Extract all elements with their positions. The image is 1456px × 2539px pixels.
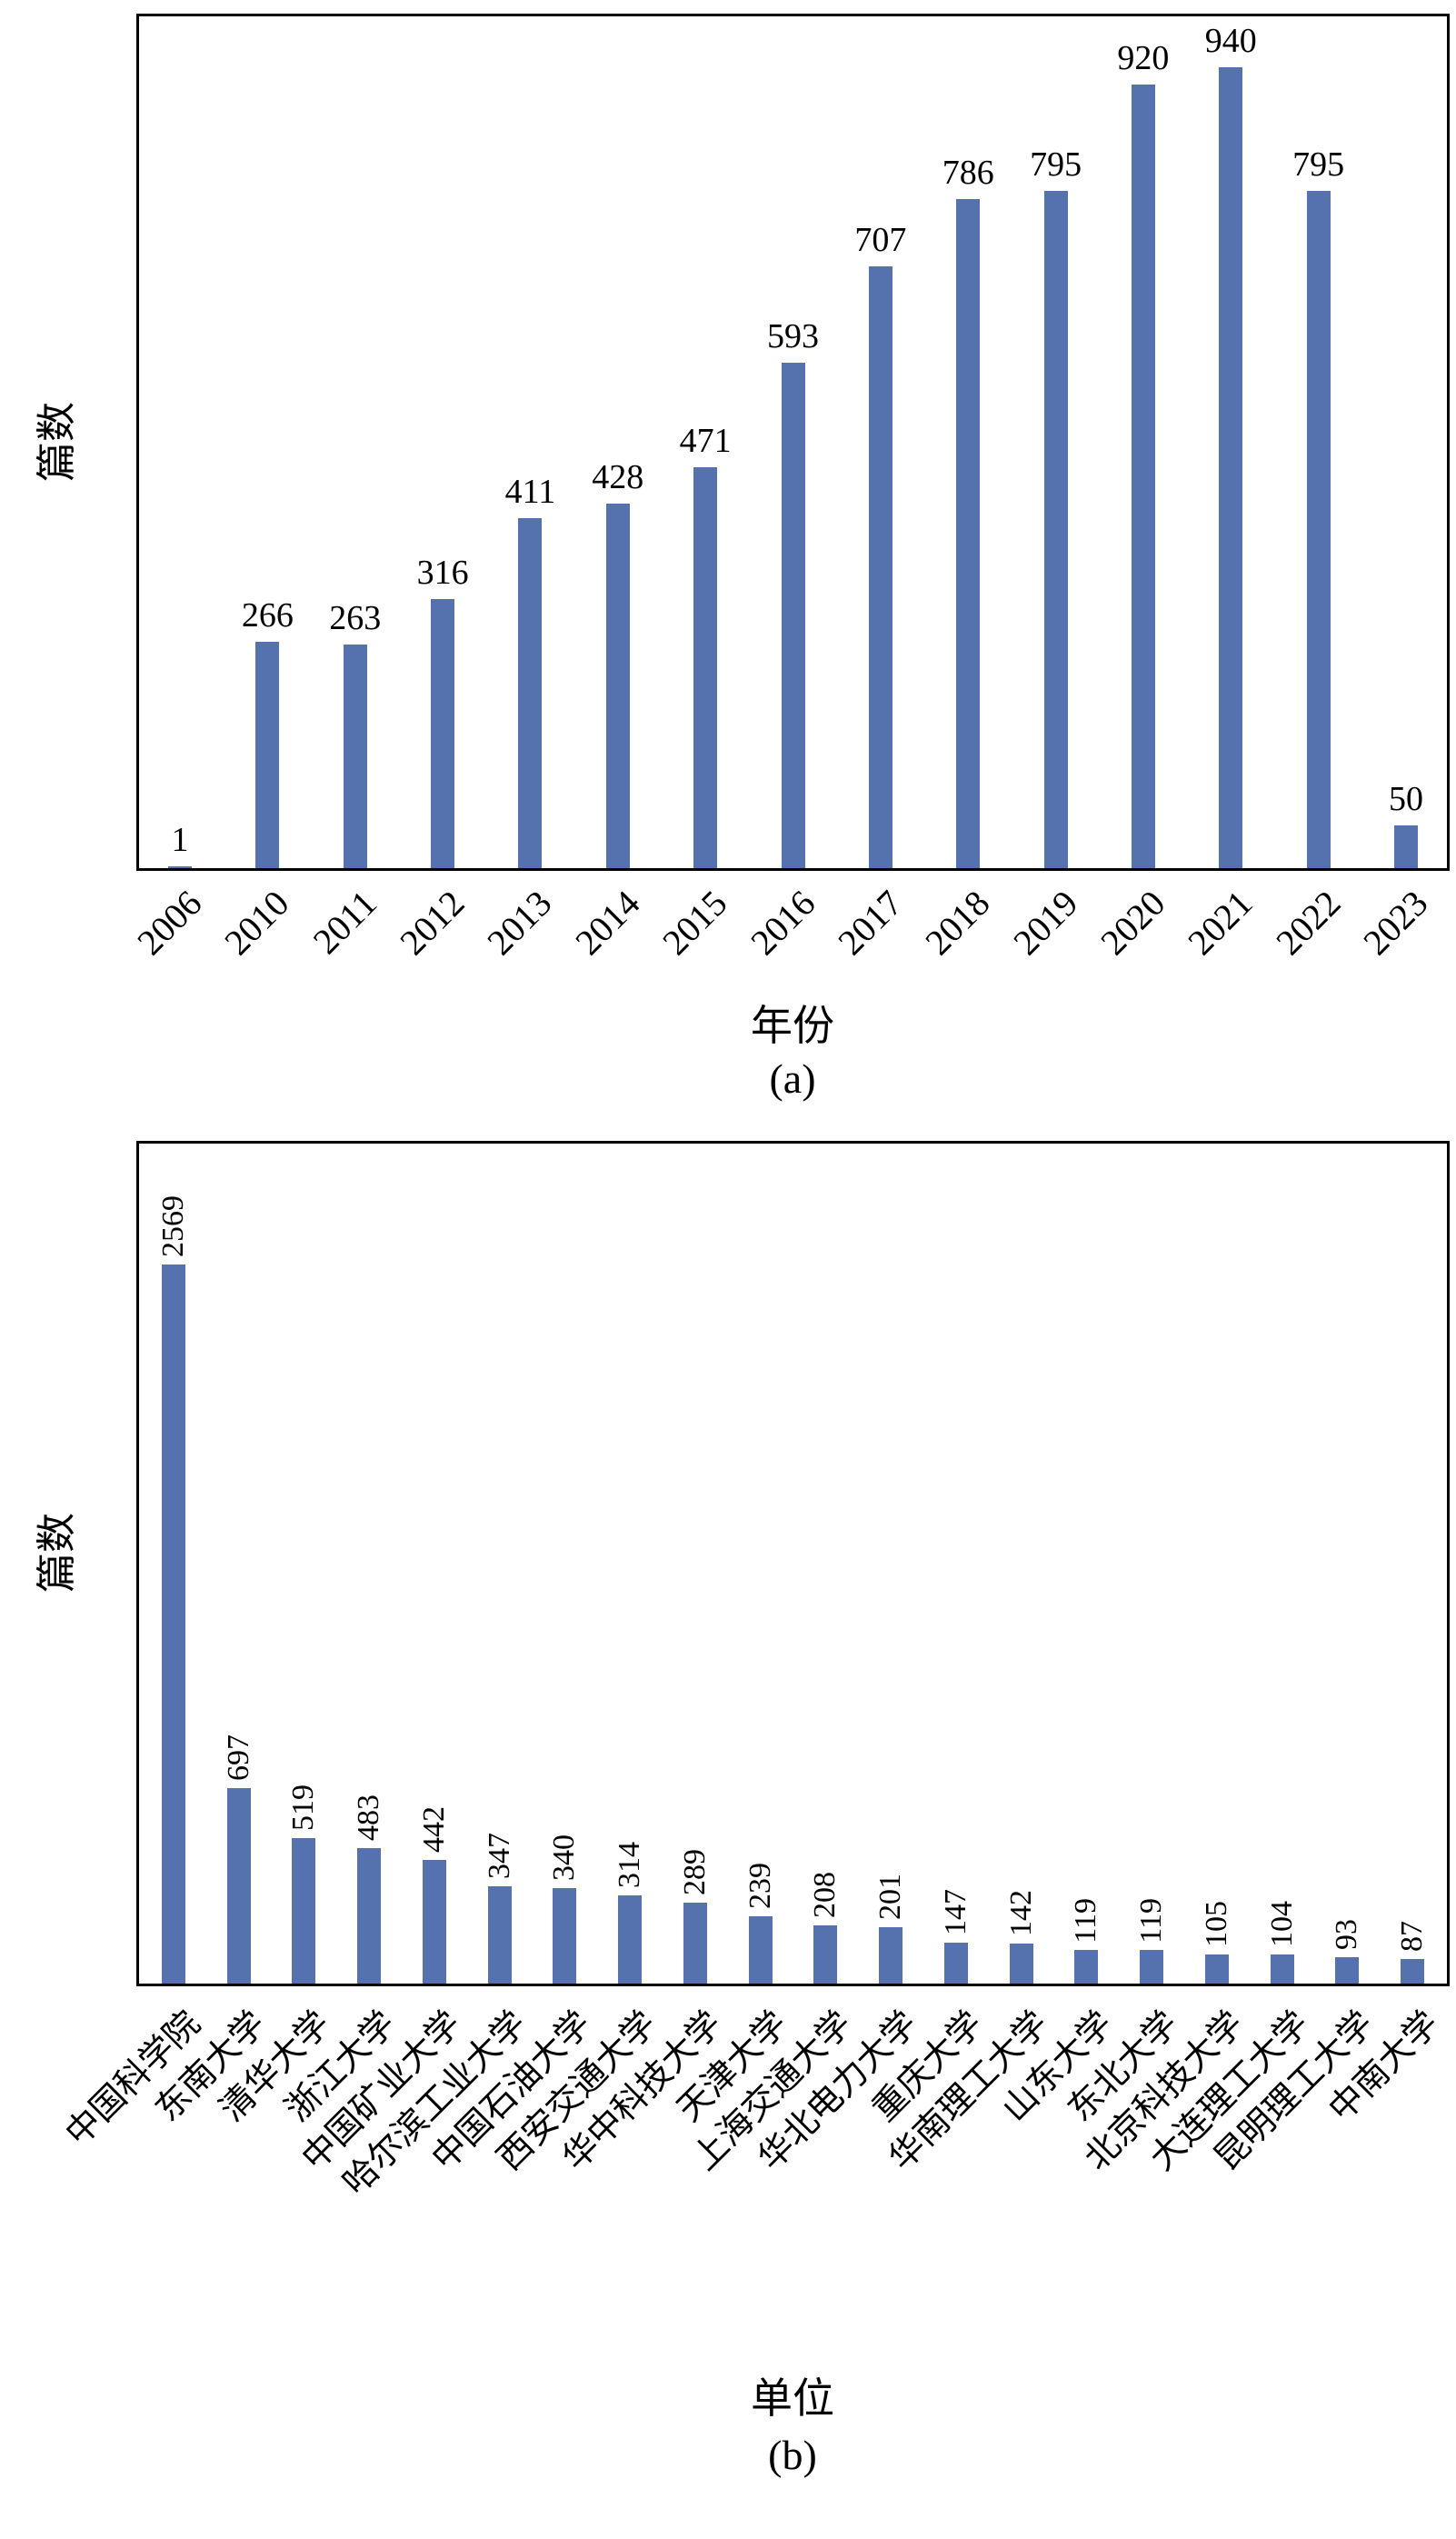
bar-value-label: 93	[1330, 1919, 1364, 1951]
bar-value-label: 593	[767, 317, 819, 356]
bar-value-label: 239	[743, 1863, 777, 1910]
bar	[292, 1838, 316, 1984]
bar-value-label: 2569	[156, 1195, 191, 1257]
bar-value-label: 314	[613, 1842, 647, 1889]
plot-area: 1 266 263 316 411 428 471 593 707 786 795 920 940 795…	[136, 14, 1450, 871]
bar-value-label: 50	[1389, 780, 1423, 819]
bar-value-label: 442	[417, 1805, 452, 1853]
bar	[1009, 1944, 1033, 1984]
bar-value-label: 208	[808, 1871, 843, 1918]
bar-value-label: 104	[1264, 1900, 1299, 1947]
x-tick-label: 2010	[216, 882, 297, 964]
bar	[781, 363, 805, 868]
bar	[956, 198, 981, 868]
bar	[693, 466, 718, 868]
bar-value-label: 428	[592, 458, 644, 497]
bar-value-label: 697	[221, 1734, 255, 1782]
bar	[1131, 84, 1155, 868]
bar-value-label: 119	[1134, 1897, 1169, 1944]
bar	[618, 1895, 643, 1984]
bar	[1204, 1954, 1229, 1984]
bar-value-label: 266	[241, 595, 294, 635]
bar	[431, 598, 455, 868]
bar	[605, 503, 630, 868]
y-axis-title: 篇数	[35, 1513, 79, 1593]
bar-value-label: 201	[873, 1874, 908, 1921]
bar	[1270, 1954, 1294, 1984]
bar-value-label: 87	[1395, 1921, 1430, 1953]
bar	[1043, 191, 1068, 868]
bar	[1335, 1957, 1360, 1984]
bar	[343, 644, 367, 868]
bar-value-label: 920	[1117, 39, 1170, 78]
bar-value-label: 340	[547, 1834, 582, 1882]
x-tick-label: 2020	[1092, 882, 1173, 964]
bar	[1394, 825, 1418, 868]
bar	[553, 1888, 577, 1984]
bar-value-label: 786	[942, 153, 994, 192]
bar	[168, 866, 192, 868]
bar	[422, 1859, 446, 1984]
bar	[518, 517, 543, 868]
subfigure-label-a: (a)	[769, 1055, 816, 1102]
bar-value-label: 147	[938, 1888, 972, 1935]
bar	[1074, 1950, 1099, 1984]
x-tick-label: 2021	[1180, 882, 1261, 964]
x-tick-label: 2022	[1267, 882, 1349, 964]
x-tick-label: 2023	[1355, 882, 1436, 964]
bar-value-label: 471	[679, 421, 732, 460]
subfigure-label-b: (b)	[768, 2432, 817, 2478]
papers-by-year-chart: 篇数 1 266 263 316 411 428 471 593 707 786 795 920 940…	[0, 0, 1456, 1118]
bar-value-label: 142	[1003, 1890, 1038, 1937]
bar	[162, 1264, 185, 1984]
bar-value-label: 795	[1030, 145, 1082, 185]
bar-value-label: 289	[678, 1849, 713, 1895]
bar-value-label: 940	[1204, 22, 1257, 61]
bar-value-label: 347	[482, 1833, 516, 1880]
bar	[255, 641, 280, 868]
x-axis-title: 年份	[751, 1003, 834, 1049]
x-axis-title: 单位	[751, 2375, 834, 2422]
bar	[487, 1886, 512, 1984]
x-tick-label: 2014	[566, 882, 648, 964]
papers-by-institution-chart: 篇数 2569 697 519 483 442 347 340 314 289 239 208 201…	[0, 1118, 1456, 2539]
x-tick-label: 2013	[479, 882, 560, 964]
x-tick-label: 2017	[829, 882, 911, 964]
x-tick-label: 2006	[129, 882, 210, 964]
bar	[748, 1916, 773, 1984]
bar	[683, 1903, 707, 1984]
bar-value-label: 519	[286, 1784, 321, 1832]
bar-value-label: 105	[1199, 1900, 1233, 1947]
bar-value-label: 795	[1292, 145, 1345, 185]
bar-value-label: 483	[352, 1794, 386, 1842]
x-tick-label: 2011	[304, 882, 385, 963]
bar-value-label: 316	[416, 554, 469, 593]
y-axis-title: 篇数	[35, 402, 79, 482]
bar	[868, 265, 893, 868]
bar	[1219, 67, 1243, 868]
bar-value-label: 1	[171, 821, 189, 860]
x-tick-label: 2012	[392, 882, 473, 964]
bar	[1306, 191, 1331, 868]
bar-value-label: 263	[329, 598, 382, 637]
bar-value-label: 411	[504, 473, 556, 512]
x-tick-label: 2016	[742, 882, 823, 964]
bar	[357, 1848, 382, 1984]
bar	[879, 1927, 903, 1984]
x-tick-label: 2018	[917, 882, 998, 964]
bar	[813, 1924, 838, 1984]
x-tick-label: 2019	[1004, 882, 1086, 964]
bar	[1140, 1950, 1164, 1984]
x-tick-label: 2015	[654, 882, 735, 964]
bar	[1401, 1959, 1424, 1984]
bar-value-label: 119	[1069, 1897, 1103, 1944]
bar	[226, 1788, 251, 1984]
plot-area: 2569 697 519 483 442 347 340 314 289 239 208 201 147…	[136, 1141, 1450, 1986]
bar	[943, 1942, 968, 1984]
bar-value-label: 707	[854, 220, 907, 259]
